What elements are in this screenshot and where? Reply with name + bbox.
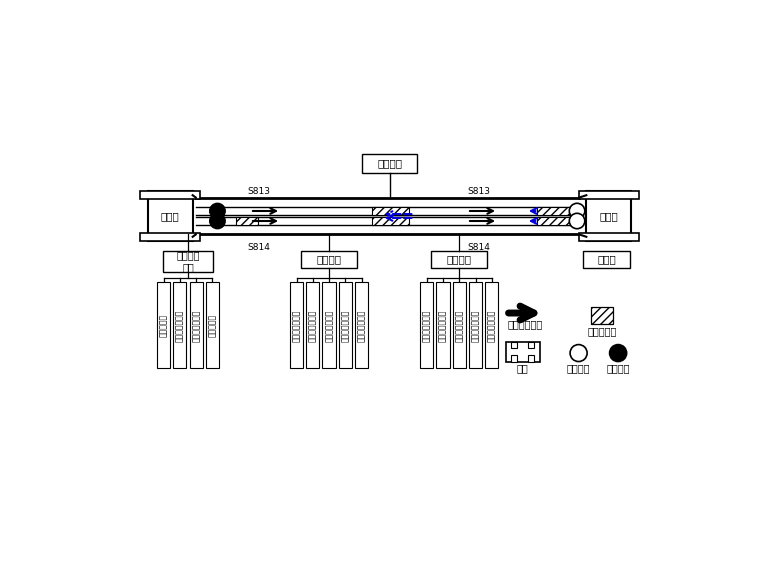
Bar — [528, 341, 534, 348]
Text: 中间座井作业队: 中间座井作业队 — [325, 309, 334, 341]
Circle shape — [570, 345, 587, 361]
Text: 盾构掘进方向: 盾构掘进方向 — [508, 319, 543, 329]
Circle shape — [569, 203, 584, 219]
Bar — [587, 191, 632, 241]
Bar — [322, 282, 336, 369]
Text: 盾构始发: 盾构始发 — [606, 364, 630, 374]
Bar — [511, 356, 518, 361]
Text: 中新站: 中新站 — [597, 254, 616, 264]
Text: 防水施工作业队: 防水施工作业队 — [192, 309, 201, 341]
Text: 矿山工区: 矿山工区 — [447, 254, 472, 264]
Text: S813: S813 — [247, 187, 270, 196]
Circle shape — [610, 345, 627, 361]
Bar — [362, 154, 417, 173]
Bar — [511, 341, 518, 348]
Text: 盾构配合作业队: 盾构配合作业队 — [309, 309, 317, 341]
Text: 土方作业队: 土方作业队 — [159, 314, 168, 337]
Text: 镇龙站: 镇龙站 — [161, 211, 179, 221]
Text: 结构作业队: 结构作业队 — [208, 314, 217, 337]
Bar — [469, 282, 482, 369]
Text: 施工座井: 施工座井 — [377, 158, 402, 169]
Bar — [355, 282, 368, 369]
Bar — [372, 207, 409, 215]
Bar — [236, 217, 258, 225]
Text: 盾构施工作业队: 盾构施工作业队 — [340, 309, 350, 341]
Bar — [372, 217, 409, 225]
Bar — [453, 282, 466, 369]
Text: 矿山法隙道: 矿山法隙道 — [587, 327, 616, 336]
Bar — [420, 282, 433, 369]
Circle shape — [210, 203, 225, 219]
Bar — [140, 233, 201, 241]
Bar — [432, 250, 487, 268]
Text: 盾构配合作业队: 盾构配合作业队 — [357, 309, 366, 341]
Text: 盾构接收: 盾构接收 — [567, 364, 591, 374]
Bar — [339, 282, 352, 369]
Bar — [157, 282, 170, 369]
Bar — [301, 250, 357, 268]
Text: 矿山施工作业队: 矿山施工作业队 — [423, 309, 431, 341]
Text: 中新站: 中新站 — [600, 211, 618, 221]
Bar — [537, 207, 574, 215]
Circle shape — [569, 214, 584, 229]
Text: 矿山配合作业队: 矿山配合作业队 — [487, 309, 496, 341]
Text: 盾构工区: 盾构工区 — [317, 254, 341, 264]
Bar — [163, 250, 214, 272]
Bar — [537, 217, 574, 225]
Bar — [206, 282, 219, 369]
Text: S814: S814 — [247, 243, 270, 252]
Text: 矿山施工作业队: 矿山施工作业队 — [471, 309, 480, 341]
Text: 车站: 车站 — [517, 364, 529, 374]
Text: 围护结构作业队: 围护结构作业队 — [176, 309, 185, 341]
Bar — [140, 191, 201, 199]
Text: S813: S813 — [467, 187, 490, 196]
Bar — [290, 282, 303, 369]
Text: 盾构施工作业队: 盾构施工作业队 — [292, 309, 301, 341]
Bar — [505, 341, 540, 361]
Bar — [306, 282, 319, 369]
Circle shape — [210, 214, 225, 229]
Bar — [528, 356, 534, 361]
Text: 施工座井作业队: 施工座井作业队 — [454, 309, 464, 341]
Bar — [173, 282, 186, 369]
Text: 明挜车站
工区: 明挜车站 工区 — [176, 250, 200, 272]
Bar — [583, 250, 630, 268]
Bar — [578, 233, 639, 241]
Bar — [189, 282, 203, 369]
Bar — [436, 282, 450, 369]
Text: 矿山配合作业队: 矿山配合作业队 — [439, 309, 448, 341]
Bar — [147, 191, 192, 241]
Bar — [485, 282, 499, 369]
Text: S814: S814 — [467, 243, 490, 252]
Bar — [591, 307, 613, 324]
Bar — [578, 191, 639, 199]
